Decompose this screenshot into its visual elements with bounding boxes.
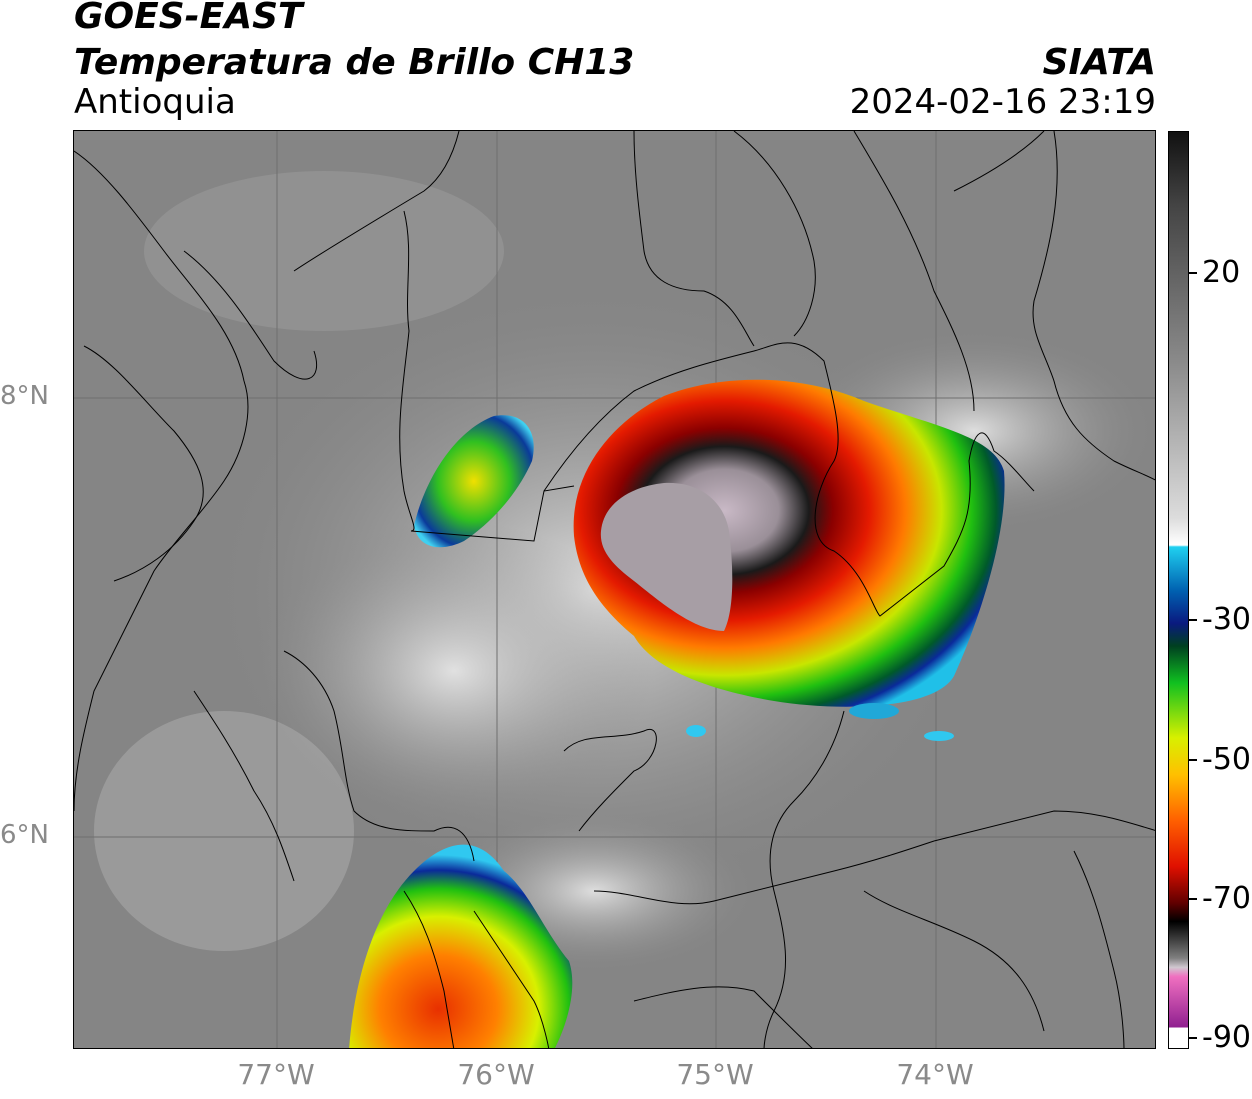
- datetime-label: 2024-02-16 23:19: [849, 82, 1156, 122]
- colorbar-tick-neg90: [1189, 1037, 1197, 1039]
- colorbar-label-neg30: -30: [1202, 602, 1251, 637]
- product-title: Temperatura de Brillo CH13: [74, 42, 635, 83]
- colorbar-label-neg50: -50: [1202, 742, 1251, 777]
- colorbar-label-20: 20: [1202, 255, 1241, 290]
- colorbar-tick-neg30: [1189, 619, 1197, 621]
- lat-label-8n: 8°N: [0, 381, 49, 411]
- colorbar-tick-neg70: [1189, 898, 1197, 900]
- borders: [74, 131, 1155, 1048]
- lon-label-77w: 77°W: [237, 1058, 315, 1091]
- region-label: Antioquia: [74, 82, 236, 122]
- map-canvas: [74, 131, 1155, 1048]
- satellite-map[interactable]: [73, 130, 1156, 1049]
- colorbar-label-neg70: -70: [1202, 881, 1251, 916]
- colorbar: [1168, 131, 1189, 1049]
- storm-cell-small: [414, 415, 534, 548]
- colorbar-label-neg90: -90: [1202, 1020, 1251, 1055]
- lon-label-76w: 76°W: [457, 1058, 535, 1091]
- storm-cell-south: [349, 844, 573, 1048]
- lon-label-74w: 74°W: [896, 1058, 974, 1091]
- colorbar-gradient: [1169, 132, 1188, 1048]
- satellite-title: GOES-EAST: [74, 0, 303, 37]
- colorbar-tick-neg50: [1189, 759, 1197, 761]
- lon-label-75w: 75°W: [676, 1058, 754, 1091]
- lat-label-6n: 6°N: [0, 820, 49, 850]
- agency-label: SIATA: [1042, 42, 1156, 83]
- storm-cell-main: [573, 379, 1005, 707]
- colorbar-tick-20: [1189, 272, 1197, 274]
